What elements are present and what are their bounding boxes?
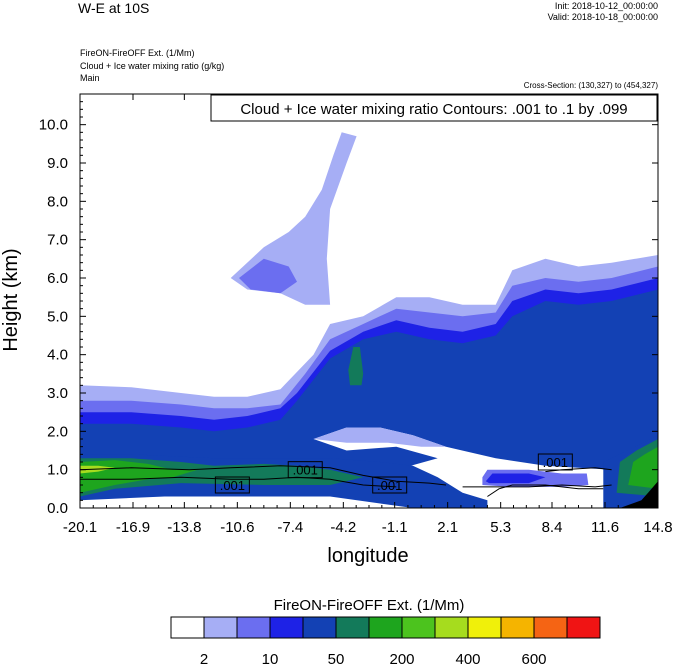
shaded-region-8 xyxy=(348,347,364,386)
y-axis: 0.0 1.0 2.0 3.0 4.0 5.0 6.0 7.0 8.0 9.0 10.0 xyxy=(39,93,658,517)
contour-lines xyxy=(80,465,612,497)
y-tick-label-0: 0.0 xyxy=(47,500,68,517)
colorbar-swatch-5 xyxy=(335,616,370,639)
colorbar-swatch-1 xyxy=(203,616,238,639)
contour-line-3 xyxy=(487,484,604,497)
y-tick-label-4: 4.0 xyxy=(47,347,68,364)
contour-line-4 xyxy=(545,467,612,473)
colorbar: 2 10 50 200 400 600 xyxy=(170,616,601,667)
x-tick-label-11: 14.8 xyxy=(643,519,672,536)
x-tick-label-10: 11.6 xyxy=(591,519,619,536)
x-tick-label-0: -20.1 xyxy=(63,519,97,536)
x-tick-label-5: -4.2 xyxy=(330,519,356,536)
init-time: Init: 2018-10-12_00:00:00 xyxy=(554,1,658,11)
annotation-text: Cloud + Ice water mixing ratio Contours:… xyxy=(240,101,627,118)
x-tick-label-1: -16.9 xyxy=(116,519,150,536)
shaded-region-17 xyxy=(628,446,658,489)
colorbar-label-0: 2 xyxy=(200,651,208,667)
y-tick-label-1: 1.0 xyxy=(47,462,68,479)
colorbar-swatch-6 xyxy=(368,616,403,639)
contour-label-0: .001 xyxy=(220,478,245,493)
colorbar-swatch-8 xyxy=(434,616,469,639)
contour-line-1 xyxy=(80,476,397,488)
colorbar-swatch-3 xyxy=(269,616,304,639)
contour-label-1: .001 xyxy=(293,463,318,478)
x-axis-label: longitude xyxy=(327,545,408,567)
colorbar-label-4: 400 xyxy=(455,651,480,667)
contour-label-box-0 xyxy=(214,476,250,494)
contour-annotation: Cloud + Ice water mixing ratio Contours:… xyxy=(210,94,658,122)
field-label-main: Main xyxy=(80,73,100,83)
colorbar-swatch-0 xyxy=(170,616,205,639)
x-tick-label-6: -1.1 xyxy=(382,519,408,536)
y-tick-label-7: 7.0 xyxy=(47,232,68,249)
contour-line-0 xyxy=(80,465,447,486)
y-tick-label-10: 10.0 xyxy=(39,117,68,134)
colorbar-swatch-11 xyxy=(533,616,568,639)
shaded-fields xyxy=(80,132,658,508)
shaded-region-6 xyxy=(80,427,658,508)
contour-label-2: .001 xyxy=(377,478,402,493)
y-tick-label-2: 2.0 xyxy=(47,423,68,440)
colorbar-swatch-7 xyxy=(401,616,436,639)
x-tick-label-2: -13.8 xyxy=(167,519,201,536)
y-tick-label-5: 5.0 xyxy=(47,308,68,325)
cross-section-label: Cross-Section: (130,327) to (454,327) xyxy=(523,81,658,90)
colorbar-title: FireON-FireOFF Ext. (1/Mm) xyxy=(274,597,465,614)
shaded-region-3 xyxy=(239,258,297,294)
y-tick-label-6: 6.0 xyxy=(47,270,68,287)
x-tick-label-7: 2.1 xyxy=(437,519,458,536)
x-tick-label-8: 5.3 xyxy=(490,519,511,536)
field-label-cloud: Cloud + Ice water mixing ratio (g/kg) xyxy=(80,61,225,71)
shaded-region-7 xyxy=(313,427,446,447)
colorbar-swatch-10 xyxy=(500,616,535,639)
colorbar-swatch-9 xyxy=(467,616,502,639)
x-tick-label-9: 8.4 xyxy=(542,519,563,536)
contour-label-box-2 xyxy=(372,476,408,494)
shaded-region-5 xyxy=(80,289,658,508)
y-tick-label-3: 3.0 xyxy=(47,385,68,402)
plot-title: W-E at 10S xyxy=(78,0,150,16)
x-axis: -20.1 -16.9 -13.8 -10.6 -7.4 -4.2 -1.1 2.1 5.3 8.… xyxy=(63,94,673,536)
contour-label-box-1 xyxy=(287,461,323,479)
contour-label-box-3 xyxy=(537,453,573,471)
y-tick-label-9: 9.0 xyxy=(47,155,68,172)
colorbar-swatch-4 xyxy=(302,616,337,639)
colorbar-swatch-2 xyxy=(236,616,271,639)
shaded-region-14 xyxy=(485,473,546,484)
y-axis-label: Height (km) xyxy=(0,248,22,351)
contour-label-3: .001 xyxy=(543,455,568,470)
colorbar-label-1: 10 xyxy=(262,651,279,667)
colorbar-label-3: 200 xyxy=(389,651,414,667)
colorbar-swatch-12 xyxy=(566,616,601,639)
y-tick-label-8: 8.0 xyxy=(47,193,68,210)
field-label-extinction: FireON-FireOFF Ext. (1/Mm) xyxy=(80,48,195,58)
shaded-region-12 xyxy=(80,465,115,474)
x-tick-label-4: -7.4 xyxy=(277,519,303,536)
contour-labels: .001 .001 .001 .001 xyxy=(214,453,573,494)
colorbar-label-2: 50 xyxy=(328,651,345,667)
x-tick-label-3: -10.6 xyxy=(220,519,254,536)
terrain xyxy=(619,481,658,508)
contour-line-2 xyxy=(462,484,612,488)
colorbar-label-5: 600 xyxy=(521,651,546,667)
valid-time: Valid: 2018-10-18_00:00:00 xyxy=(547,12,658,22)
